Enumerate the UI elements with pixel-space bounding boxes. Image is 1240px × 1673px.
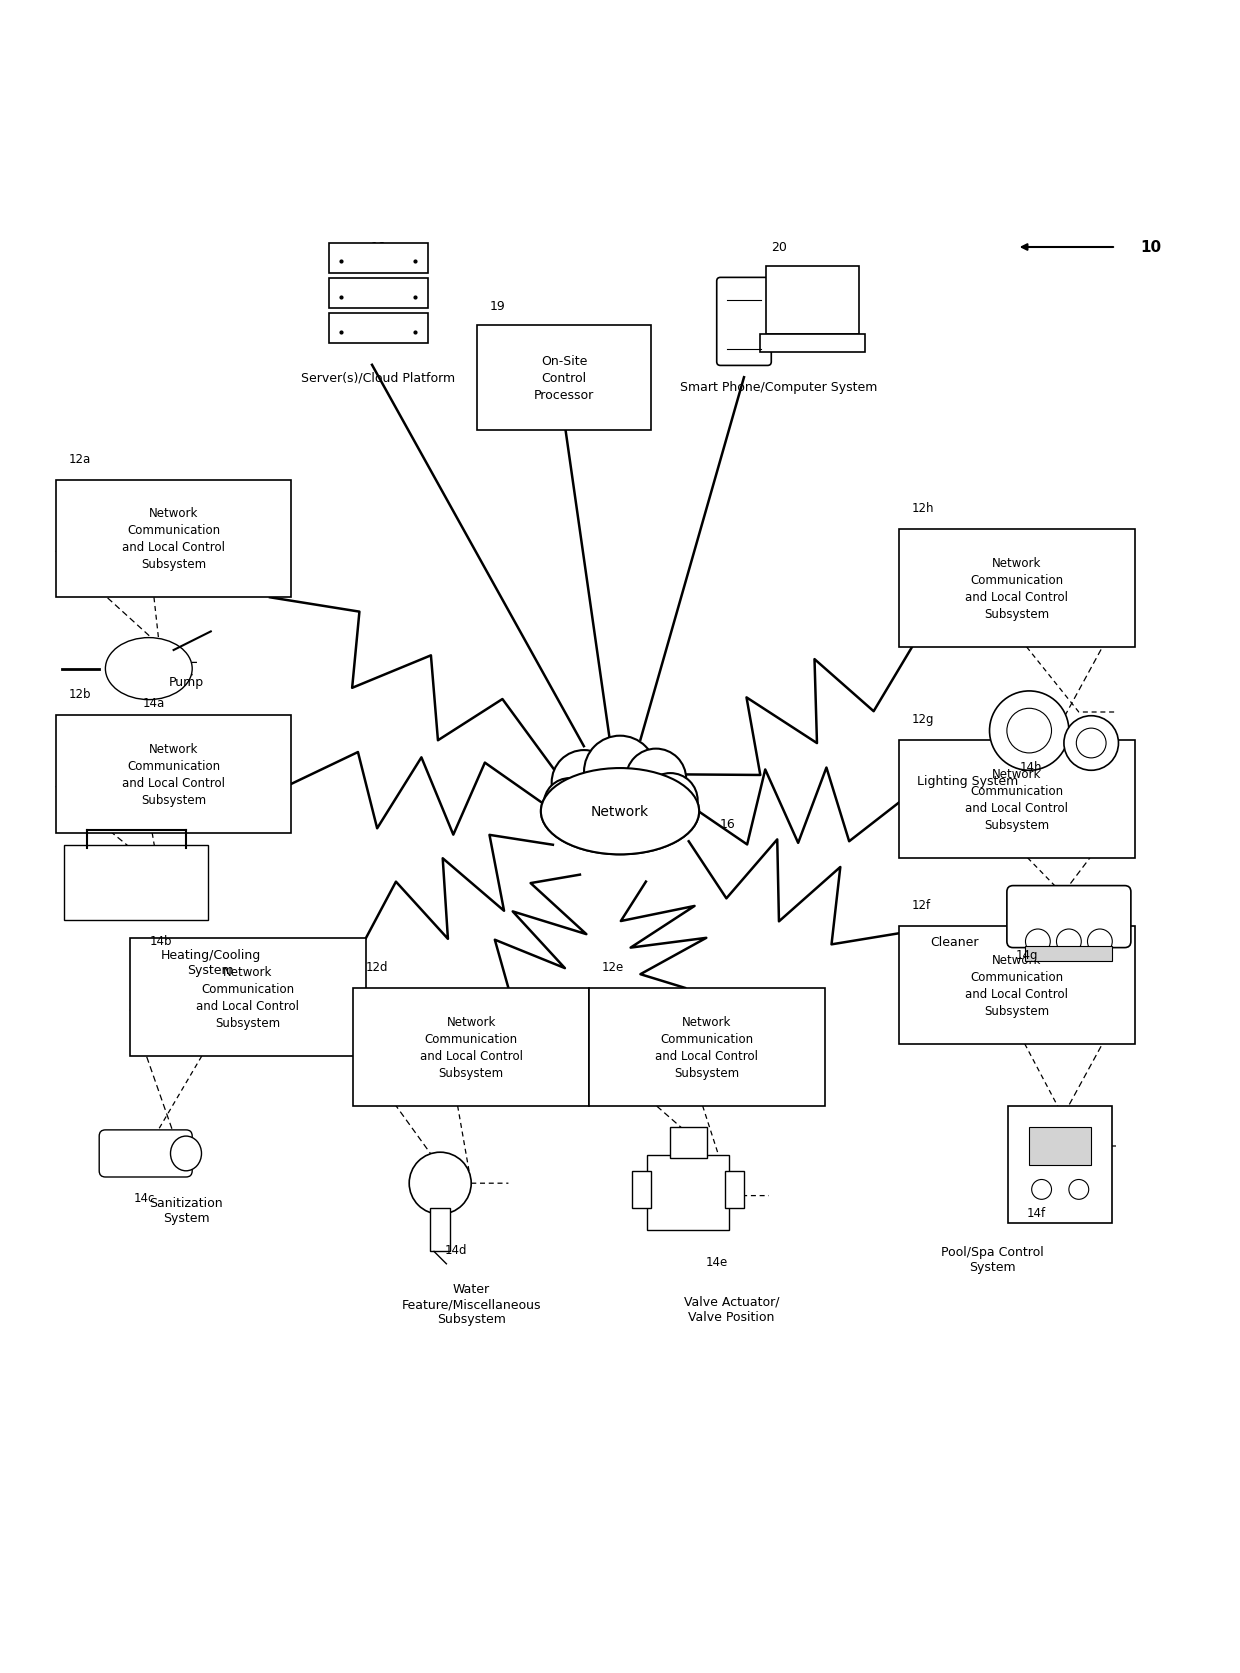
Text: 14b: 14b (150, 935, 172, 947)
FancyBboxPatch shape (647, 1154, 729, 1231)
Text: 12f: 12f (911, 898, 930, 912)
Text: Network
Communication
and Local Control
Subsystem: Network Communication and Local Control … (419, 1016, 523, 1079)
Text: Network
Communication
and Local Control
Subsystem: Network Communication and Local Control … (965, 768, 1069, 831)
FancyBboxPatch shape (64, 845, 208, 920)
Ellipse shape (541, 768, 699, 855)
FancyBboxPatch shape (899, 927, 1135, 1044)
Text: Network
Communication
and Local Control
Subsystem: Network Communication and Local Control … (965, 557, 1069, 621)
Text: 10: 10 (1141, 241, 1162, 256)
Circle shape (1087, 930, 1112, 954)
Text: Server(s)/Cloud Platform: Server(s)/Cloud Platform (301, 371, 455, 385)
Text: 19: 19 (490, 299, 506, 313)
Text: Network
Communication
and Local Control
Subsystem: Network Communication and Local Control … (655, 1016, 759, 1079)
Circle shape (1064, 716, 1118, 771)
Text: 16: 16 (719, 818, 735, 830)
Text: Network
Communication
and Local Control
Subsystem: Network Communication and Local Control … (965, 954, 1069, 1017)
FancyBboxPatch shape (1025, 947, 1112, 962)
Circle shape (1056, 930, 1081, 954)
FancyBboxPatch shape (632, 1171, 651, 1208)
Text: Valve Actuator/
Valve Position: Valve Actuator/ Valve Position (683, 1295, 780, 1323)
FancyBboxPatch shape (353, 989, 589, 1106)
FancyBboxPatch shape (56, 716, 291, 833)
Text: 12c: 12c (143, 910, 164, 923)
Circle shape (552, 751, 616, 815)
Text: 14a: 14a (143, 696, 165, 709)
Text: 14g: 14g (1016, 949, 1038, 960)
Ellipse shape (105, 637, 192, 701)
Circle shape (1025, 930, 1050, 954)
Text: 12g: 12g (911, 713, 934, 726)
Text: 12h: 12h (911, 502, 934, 515)
Text: Network
Communication
and Local Control
Subsystem: Network Communication and Local Control … (122, 743, 226, 806)
Circle shape (1032, 1179, 1052, 1200)
FancyBboxPatch shape (477, 325, 651, 430)
Text: 12e: 12e (601, 960, 624, 974)
Ellipse shape (541, 768, 699, 855)
Text: Heating/Cooling
System: Heating/Cooling System (161, 949, 260, 975)
FancyBboxPatch shape (759, 335, 866, 353)
Text: Network: Network (591, 805, 649, 818)
Text: 14h: 14h (1019, 761, 1042, 775)
Text: Water
Feature/Miscellaneous
Subsystem: Water Feature/Miscellaneous Subsystem (402, 1283, 541, 1325)
Text: 12b: 12b (68, 688, 91, 701)
FancyBboxPatch shape (725, 1171, 744, 1208)
FancyBboxPatch shape (329, 244, 428, 274)
Circle shape (409, 1153, 471, 1215)
Text: Network
Communication
and Local Control
Subsystem: Network Communication and Local Control … (122, 507, 226, 570)
Circle shape (644, 773, 698, 828)
Text: 14c: 14c (134, 1191, 155, 1205)
Circle shape (1007, 709, 1052, 753)
FancyBboxPatch shape (1007, 887, 1131, 949)
Text: On-Site
Control
Processor: On-Site Control Processor (534, 355, 594, 402)
Circle shape (990, 691, 1069, 771)
FancyBboxPatch shape (329, 315, 428, 345)
Text: Lighting System: Lighting System (916, 775, 1018, 788)
Text: 18: 18 (371, 241, 386, 254)
FancyBboxPatch shape (899, 741, 1135, 858)
FancyBboxPatch shape (899, 530, 1135, 647)
Text: 14f: 14f (1027, 1206, 1045, 1220)
FancyBboxPatch shape (1008, 1106, 1112, 1223)
Text: 12a: 12a (68, 452, 91, 465)
FancyBboxPatch shape (670, 1128, 707, 1159)
FancyBboxPatch shape (1029, 1128, 1091, 1164)
FancyBboxPatch shape (99, 1131, 192, 1178)
Circle shape (626, 750, 686, 810)
FancyBboxPatch shape (766, 266, 858, 335)
FancyBboxPatch shape (329, 279, 428, 310)
FancyBboxPatch shape (130, 939, 366, 1056)
Text: 14e: 14e (706, 1255, 728, 1268)
Circle shape (1069, 1179, 1089, 1200)
Text: Pump: Pump (169, 676, 203, 688)
Circle shape (544, 778, 595, 830)
Text: Sanitization
System: Sanitization System (149, 1196, 223, 1225)
Text: 12d: 12d (366, 960, 388, 974)
FancyBboxPatch shape (589, 989, 825, 1106)
FancyBboxPatch shape (717, 278, 771, 366)
Ellipse shape (171, 1136, 202, 1171)
FancyBboxPatch shape (430, 1208, 450, 1251)
Text: 20: 20 (771, 241, 786, 254)
Text: Cleaner: Cleaner (930, 935, 980, 949)
Circle shape (584, 736, 656, 808)
Circle shape (1076, 729, 1106, 758)
Text: 14d: 14d (445, 1243, 467, 1256)
Text: Smart Phone/Computer System: Smart Phone/Computer System (680, 380, 878, 393)
Text: Pool/Spa Control
System: Pool/Spa Control System (941, 1245, 1043, 1273)
Text: Network
Communication
and Local Control
Subsystem: Network Communication and Local Control … (196, 965, 300, 1029)
FancyBboxPatch shape (56, 480, 291, 597)
